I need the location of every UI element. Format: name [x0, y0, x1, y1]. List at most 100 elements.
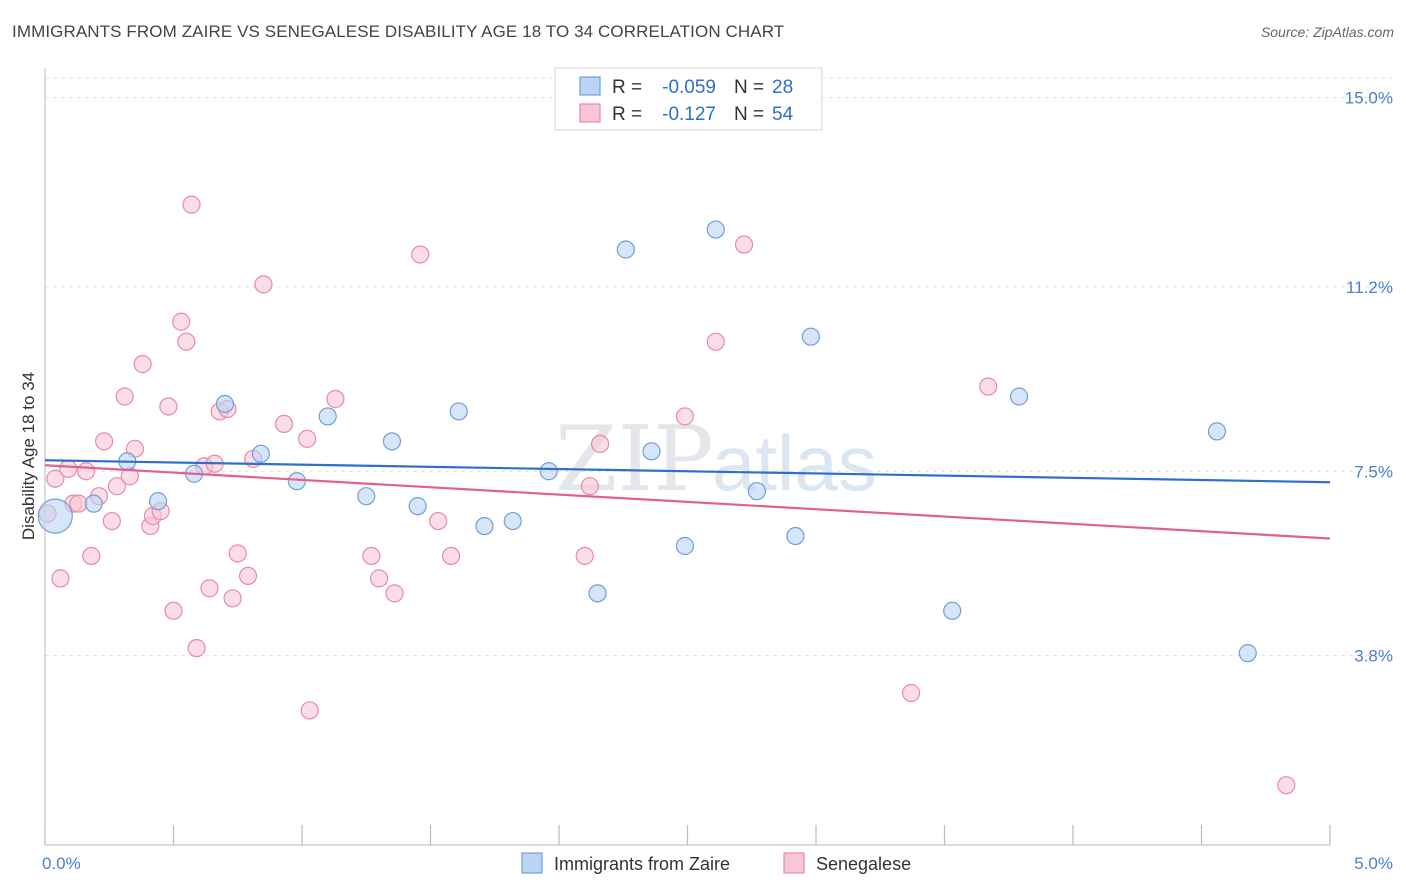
correlation-legend: R = -0.059 N = 28 R = -0.127 N = 54	[554, 67, 823, 131]
senegalese-point	[580, 477, 599, 496]
zaire-point	[357, 487, 376, 506]
senegalese-legend-swatch	[579, 103, 601, 123]
senegalese-point	[734, 235, 754, 254]
senegalese-point	[441, 546, 461, 566]
senegalese-point	[107, 477, 127, 496]
watermark: ZIP atlas	[555, 407, 877, 512]
senegalese-point	[82, 546, 101, 566]
senegalese-point	[228, 544, 247, 563]
senegalese-point	[575, 546, 594, 566]
senegalese-n-label: N =	[734, 104, 764, 125]
senegalese-point	[51, 569, 70, 588]
senegalese-series-name: Senegalese	[816, 854, 911, 874]
senegalese-point	[370, 569, 389, 588]
zaire-point	[747, 482, 766, 501]
zaire-point	[539, 462, 558, 481]
zaire-r-value: -0.059	[662, 77, 716, 98]
zaire-point	[475, 516, 494, 536]
senegalese-point	[979, 377, 998, 396]
zaire-point	[148, 492, 168, 511]
senegalese-r-label: R =	[612, 104, 642, 125]
senegalese-trend-line	[44, 464, 1331, 540]
zaire-point	[616, 240, 635, 259]
chart-title: IMMIGRANTS FROM ZAIRE VS SENEGALESE DISA…	[12, 22, 785, 41]
watermark-atlas: atlas	[712, 419, 877, 507]
senegalese-point	[95, 432, 114, 451]
zaire-point	[1009, 387, 1029, 406]
zaire-point	[84, 494, 103, 513]
senegalese-point	[300, 701, 319, 720]
senegalese-point	[238, 566, 258, 586]
zaire-point	[215, 394, 234, 414]
x-tick-label: 5.0%	[1354, 854, 1393, 873]
senegalese-point	[159, 397, 178, 416]
y-tick-label: 7.5%	[1354, 462, 1393, 481]
zaire-point	[786, 526, 805, 546]
zaire-point	[503, 511, 522, 531]
senegalese-series-swatch	[783, 852, 805, 874]
zaire-point	[675, 536, 695, 556]
zaire-n-label: N =	[734, 77, 764, 98]
senegalese-point	[274, 414, 294, 434]
senegalese-point	[254, 275, 273, 294]
senegalese-point	[77, 462, 96, 481]
senegalese-point	[706, 332, 725, 351]
y-tick-label: 11.2%	[1346, 278, 1393, 297]
senegalese-point	[187, 639, 206, 658]
zaire-point	[287, 472, 306, 491]
senegalese-n-value: 54	[772, 104, 794, 125]
zaire-legend-swatch	[579, 76, 601, 96]
zaire-point	[642, 442, 661, 461]
zaire-point	[382, 432, 402, 451]
zaire-point	[706, 220, 725, 239]
y-tick-label: 15.0%	[1345, 89, 1393, 108]
zaire-point	[1238, 644, 1257, 663]
senegalese-point	[59, 459, 78, 478]
zaire-point	[801, 327, 820, 346]
zaire-point	[408, 497, 427, 516]
senegalese-point	[362, 546, 381, 566]
zaire-point	[588, 584, 607, 603]
senegalese-point	[200, 579, 219, 598]
senegalese-point	[901, 683, 921, 703]
senegalese-point	[591, 434, 610, 453]
senegalese-point	[385, 584, 404, 603]
senegalese-point	[115, 387, 134, 406]
zaire-point	[449, 402, 468, 421]
source-credit: Source: ZipAtlas.com	[1260, 24, 1394, 40]
zaire-point	[943, 601, 962, 620]
trend-lines	[44, 459, 1331, 540]
senegalese-point	[182, 195, 201, 214]
zaire-series-swatch	[521, 852, 543, 874]
senegalese-point	[298, 429, 317, 448]
x-tick-label: 0.0%	[42, 854, 81, 873]
x-tick-labels: 0.0% 5.0%	[42, 854, 1393, 873]
senegalese-point	[223, 589, 242, 608]
senegalese-point	[133, 355, 152, 374]
zaire-series-name: Immigrants from Zaire	[554, 854, 730, 874]
senegalese-point	[1277, 776, 1296, 795]
senegalese-point	[102, 511, 121, 531]
senegalese-point	[326, 389, 345, 409]
zaire-point	[318, 407, 337, 426]
senegalese-point	[69, 494, 88, 513]
series-legend: Immigrants from Zaire Senegalese	[521, 852, 911, 874]
senegalese-r-value: -0.127	[662, 104, 716, 125]
axes	[44, 68, 1331, 846]
y-tick-label: 3.8%	[1354, 647, 1393, 666]
senegalese-point	[411, 245, 430, 264]
senegalese-point	[177, 332, 196, 351]
senegalese-point	[164, 601, 183, 620]
zaire-point	[37, 498, 73, 534]
zaire-trend-line	[44, 459, 1331, 484]
senegalese-point	[46, 469, 65, 488]
zaire-r-label: R =	[612, 77, 642, 98]
y-tick-labels: 15.0% 11.2% 7.5% 3.8%	[1345, 89, 1393, 666]
senegalese-point	[675, 407, 695, 426]
senegalese-point	[172, 312, 191, 331]
y-axis-label: Disability Age 18 to 34	[19, 372, 38, 540]
zaire-point	[251, 444, 270, 463]
senegalese-point	[429, 511, 448, 531]
zaire-n-value: 28	[772, 77, 793, 98]
